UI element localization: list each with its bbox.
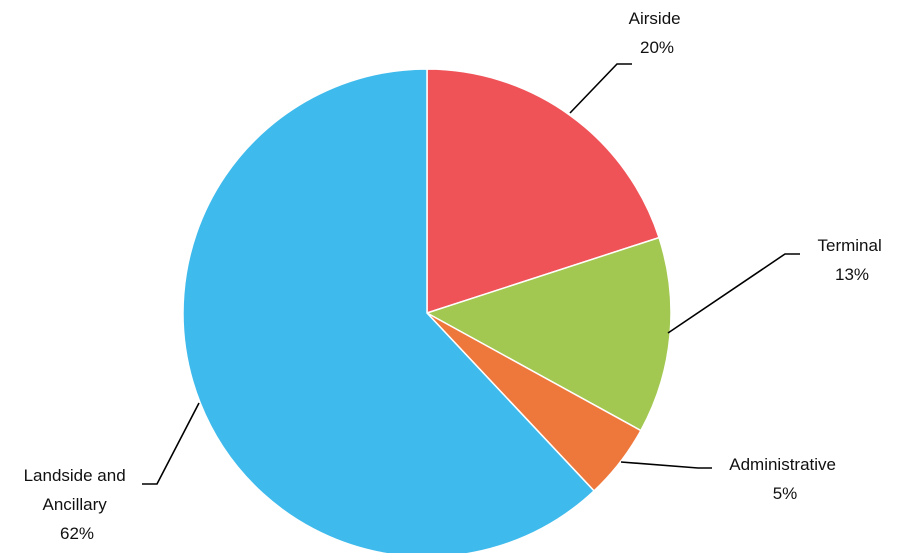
label-landside-name-line1: Landside and [24, 466, 126, 485]
data-labels: Airside 20% Terminal 13% Administrative … [24, 9, 887, 543]
pie-slice-landside-and-ancillary [182, 68, 596, 553]
label-administrative: Administrative 5% [729, 455, 841, 503]
label-terminal-name: Terminal [818, 236, 882, 255]
leader-line-airside [569, 63, 632, 114]
label-terminal: Terminal 13% [818, 236, 887, 284]
pie-slice-airside [426, 68, 661, 315]
leader-lines [142, 63, 800, 485]
label-landside: Landside and Ancillary 62% [24, 466, 131, 543]
label-terminal-value: 13% [835, 265, 869, 284]
label-administrative-value: 5% [773, 484, 798, 503]
label-landside-value: 62% [60, 524, 94, 543]
leader-line-terminal [667, 253, 800, 334]
pie-slices [182, 68, 672, 553]
label-airside-value: 20% [640, 38, 674, 57]
label-administrative-name: Administrative [729, 455, 836, 474]
leader-line-administrative [620, 461, 712, 469]
label-landside-name-line2: Ancillary [43, 495, 108, 514]
pie-slice-terminal [425, 236, 672, 432]
label-airside-name: Airside [629, 9, 681, 28]
label-airside: Airside 20% [629, 9, 686, 57]
leader-line-landside [142, 402, 200, 485]
